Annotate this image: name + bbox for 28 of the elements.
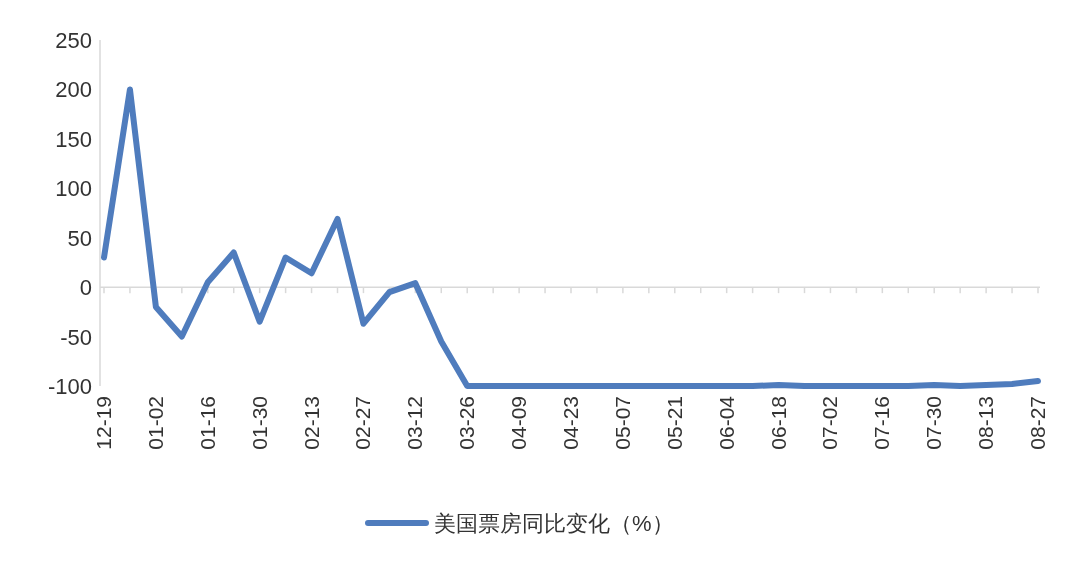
x-tick-label: 08-13: [974, 396, 998, 450]
x-tick-label: 08-27: [1026, 396, 1049, 450]
x-tick-label: 01-30: [247, 396, 271, 450]
y-tick-label: -100: [47, 374, 92, 399]
y-tick-label: 0: [79, 275, 92, 301]
x-tick-label: 12-19: [92, 396, 115, 450]
x-tick-label: 07-02: [818, 396, 842, 450]
y-tick-label: 200: [55, 77, 92, 103]
y-tick-label: -50: [60, 324, 92, 350]
x-tick-label: 01-02: [143, 396, 167, 450]
y-tick-label: 250: [55, 28, 92, 53]
x-tick-label: 02-13: [299, 396, 323, 450]
x-tick-label: 03-26: [455, 396, 479, 450]
x-tick-label: 06-18: [766, 396, 790, 450]
x-tick-label: 06-04: [714, 395, 738, 450]
x-tick-label: 07-16: [870, 396, 894, 450]
x-tick-label: 04-09: [507, 396, 531, 450]
x-tick-label: 01-16: [195, 396, 219, 450]
y-tick-label: 100: [55, 176, 92, 202]
x-tick-label: 05-07: [610, 396, 634, 450]
x-tick-label: 05-21: [662, 396, 686, 450]
x-tick-label: 03-12: [403, 396, 427, 450]
y-tick-label: 150: [55, 126, 92, 152]
y-tick-label: 50: [67, 225, 92, 251]
x-tick-label: 04-23: [559, 396, 582, 450]
x-tick-label: 07-30: [922, 396, 946, 450]
legend-label: 美国票房同比变化（%）: [434, 511, 674, 536]
x-tick-label: 02-27: [351, 396, 375, 450]
